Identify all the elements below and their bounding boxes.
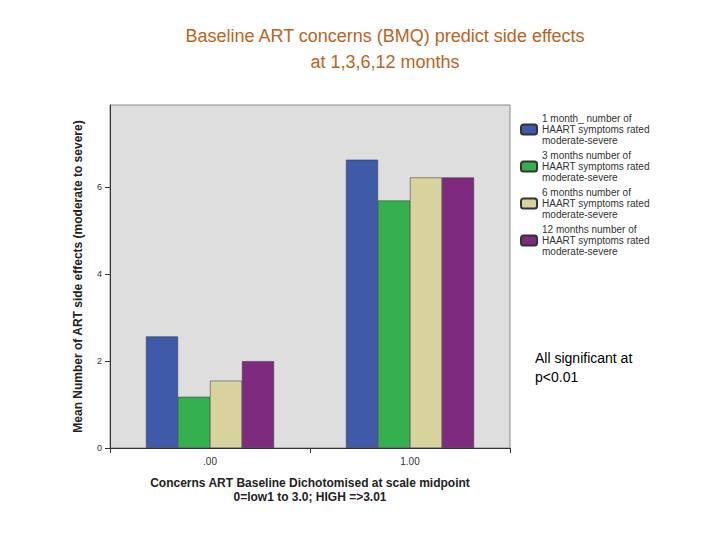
svg-text:All significant at: All significant at (535, 350, 636, 366)
svg-text:p<0.01: p<0.01 (535, 369, 578, 385)
svg-text:Concerns ART Baseline Dichotom: Concerns ART Baseline Dichotomised at sc… (150, 476, 470, 490)
svg-text:0: 0 (97, 443, 102, 453)
svg-text:3 months number of: 3 months number of (542, 150, 634, 161)
svg-text:6 months number of: 6 months number of (542, 187, 634, 198)
svg-text:HAART symptoms rated: HAART symptoms rated (542, 198, 652, 209)
svg-text:12 months number of: 12 months number of (542, 224, 639, 235)
svg-text:moderate-severe: moderate-severe (542, 246, 618, 257)
svg-text:HAART symptoms rated: HAART symptoms rated (542, 161, 652, 172)
svg-text:2: 2 (97, 356, 102, 366)
svg-text:Mean Number of ART side effect: Mean Number of ART side effects (moderat… (71, 120, 85, 432)
svg-text:Baseline ART concerns (BMQ) pr: Baseline ART concerns (BMQ) predict side… (185, 26, 584, 46)
svg-text:HAART symptoms rated: HAART symptoms rated (542, 235, 652, 246)
svg-text:4: 4 (97, 269, 102, 279)
svg-text:moderate-severe: moderate-severe (542, 135, 618, 146)
svg-text:0=low1 to 3.0; HIGH =>3.01: 0=low1 to 3.0; HIGH =>3.01 (233, 490, 386, 504)
svg-text:1 month_ number of: 1 month_ number of (542, 113, 634, 124)
svg-text:.00: .00 (203, 456, 217, 467)
svg-text:at 1,3,6,12 months: at 1,3,6,12 months (310, 52, 459, 72)
svg-text:HAART symptoms rated: HAART symptoms rated (542, 124, 652, 135)
svg-text:moderate-severe: moderate-severe (542, 172, 618, 183)
svg-text:1.00: 1.00 (400, 456, 420, 467)
svg-text:moderate-severe: moderate-severe (542, 209, 618, 220)
svg-text:6: 6 (97, 182, 102, 192)
